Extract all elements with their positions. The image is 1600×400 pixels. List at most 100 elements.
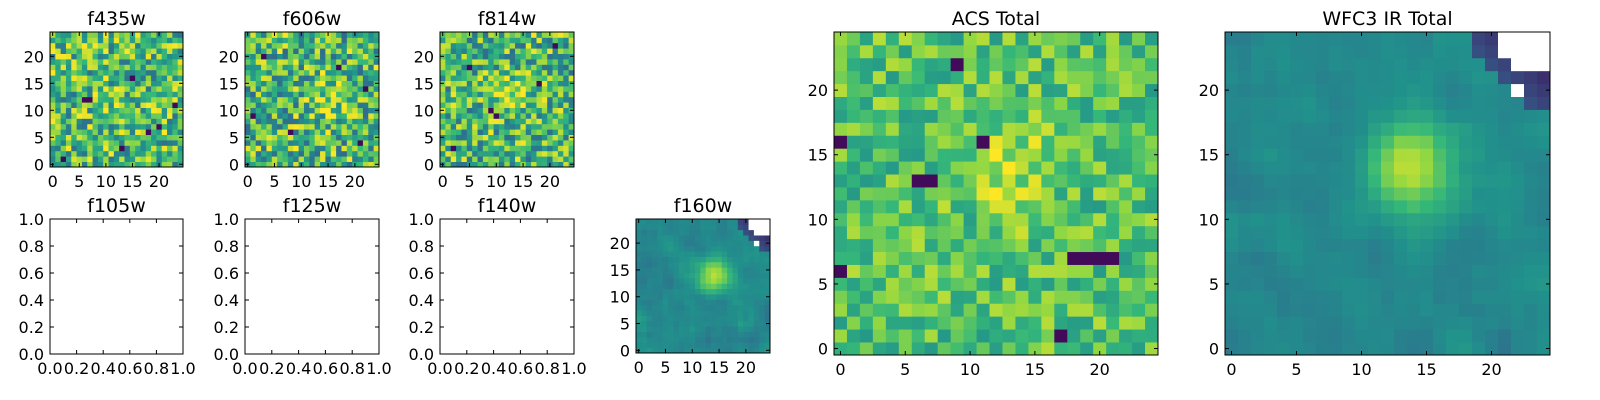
pixel bbox=[282, 156, 289, 162]
pixel bbox=[92, 150, 99, 157]
pixel bbox=[108, 91, 115, 98]
pixel bbox=[547, 118, 553, 125]
pixel bbox=[287, 118, 294, 125]
pixel bbox=[678, 240, 685, 247]
pixel bbox=[314, 75, 321, 81]
pixel bbox=[568, 86, 574, 92]
pixel bbox=[989, 251, 1003, 265]
pixel bbox=[450, 123, 457, 130]
pixel bbox=[309, 140, 316, 146]
pixel bbox=[727, 245, 733, 252]
pixel bbox=[641, 224, 648, 231]
pixel bbox=[357, 42, 364, 49]
pixel bbox=[108, 75, 115, 81]
pixel bbox=[373, 113, 379, 119]
pixel bbox=[92, 107, 99, 114]
pixel bbox=[266, 96, 273, 103]
pixel bbox=[531, 32, 537, 38]
pixel bbox=[477, 48, 484, 54]
pixel bbox=[716, 320, 723, 327]
pixel bbox=[1277, 32, 1291, 46]
pixel bbox=[1028, 109, 1042, 123]
x-tick-label: 15 bbox=[122, 172, 142, 191]
pixel bbox=[124, 64, 131, 71]
pixel bbox=[156, 118, 163, 125]
pixel bbox=[261, 91, 267, 98]
pixel bbox=[461, 80, 468, 87]
pixel bbox=[716, 277, 723, 284]
pixel bbox=[737, 229, 744, 236]
pixel bbox=[1238, 96, 1252, 110]
pixel bbox=[466, 53, 473, 60]
pixel bbox=[346, 134, 353, 141]
pixel bbox=[129, 102, 136, 108]
pixel bbox=[1303, 96, 1317, 110]
pixel bbox=[341, 80, 348, 87]
pixel bbox=[298, 86, 305, 92]
pixel bbox=[705, 235, 712, 241]
pixel bbox=[466, 102, 473, 108]
pixel bbox=[898, 290, 913, 304]
pixel bbox=[743, 224, 749, 231]
pixel bbox=[325, 75, 332, 81]
pixel bbox=[271, 64, 278, 71]
pixel bbox=[1303, 83, 1317, 97]
pixel bbox=[477, 42, 484, 49]
pixel bbox=[1054, 32, 1068, 46]
pixel bbox=[1472, 187, 1486, 201]
pixel bbox=[1238, 161, 1252, 175]
pixel bbox=[716, 267, 723, 273]
pixel bbox=[846, 44, 861, 59]
pixel bbox=[711, 288, 717, 295]
pixel bbox=[298, 59, 305, 65]
pixel bbox=[1028, 148, 1042, 162]
pixel bbox=[493, 48, 500, 54]
pixel bbox=[450, 107, 457, 114]
pixel bbox=[352, 59, 358, 65]
pixel bbox=[753, 229, 760, 236]
y-tick-label: 15 bbox=[610, 261, 630, 280]
pixel bbox=[641, 294, 648, 300]
pixel bbox=[1028, 212, 1042, 227]
pixel bbox=[287, 86, 294, 92]
pixel bbox=[1511, 316, 1525, 330]
pixel bbox=[113, 69, 120, 76]
pixel bbox=[314, 96, 321, 103]
pixel bbox=[520, 156, 527, 162]
pixel bbox=[1394, 303, 1408, 317]
pixel bbox=[65, 75, 72, 81]
pixel bbox=[705, 315, 712, 322]
pixel bbox=[1277, 70, 1291, 85]
pixel bbox=[1041, 174, 1055, 188]
pixel bbox=[346, 96, 353, 103]
pixel bbox=[520, 145, 527, 152]
pixel bbox=[140, 86, 147, 92]
pixel bbox=[445, 75, 452, 81]
pixel bbox=[727, 304, 733, 311]
pixel bbox=[461, 48, 468, 54]
pixel bbox=[124, 53, 131, 60]
pixel bbox=[177, 123, 183, 130]
pixel bbox=[846, 303, 861, 317]
pixel bbox=[309, 91, 316, 98]
pixel bbox=[346, 107, 353, 114]
pixel bbox=[277, 53, 283, 60]
pixel bbox=[287, 107, 294, 114]
pixel bbox=[76, 150, 83, 157]
pixel bbox=[282, 150, 289, 157]
pixel bbox=[271, 129, 278, 135]
y-tick-label: 5 bbox=[1209, 275, 1219, 294]
pixel bbox=[1277, 251, 1291, 265]
pixel bbox=[678, 342, 685, 349]
pixel bbox=[320, 69, 326, 76]
pixel bbox=[1132, 251, 1146, 265]
pixel bbox=[1524, 161, 1538, 175]
pixel bbox=[314, 134, 321, 141]
pixel bbox=[346, 80, 353, 87]
pixel bbox=[743, 320, 749, 327]
pixel bbox=[541, 156, 548, 162]
pixel bbox=[466, 123, 473, 130]
pixel bbox=[81, 140, 88, 146]
pixel bbox=[357, 48, 364, 54]
pixel bbox=[764, 304, 770, 311]
